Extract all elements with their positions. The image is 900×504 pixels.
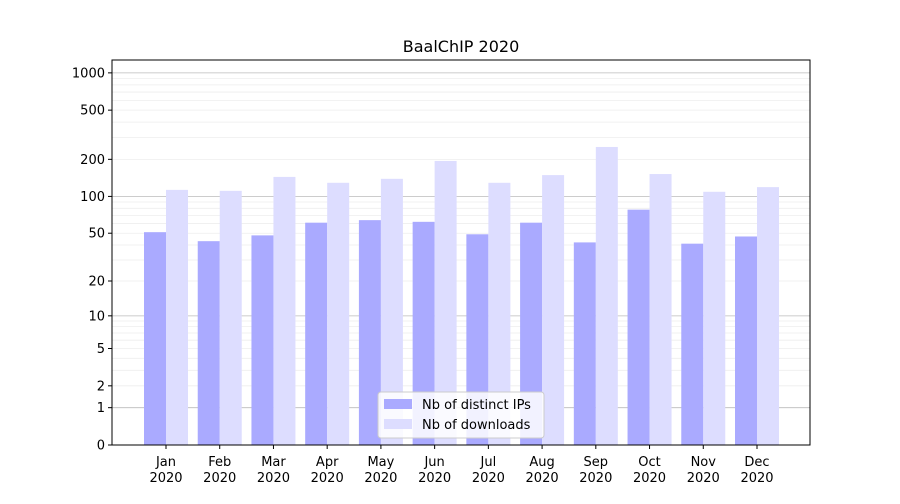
legend: Nb of distinct IPs Nb of downloads [377, 391, 545, 439]
bar-distinct-ips [681, 243, 704, 445]
y-tick-label: 50 [88, 227, 105, 242]
bar-downloads [327, 182, 350, 445]
x-tick-label: Jan 2020 [149, 455, 182, 486]
x-tick-label: Apr 2020 [311, 455, 344, 486]
bar-distinct-ips [305, 222, 328, 445]
bar-distinct-ips [520, 222, 543, 445]
bar-distinct-ips [573, 242, 596, 445]
legend-label: Nb of downloads [422, 418, 531, 433]
y-tick-label: 20 [88, 275, 105, 290]
y-tick-label: 2 [97, 379, 105, 394]
bar-downloads [757, 187, 779, 445]
bar-downloads [542, 175, 565, 445]
bar-downloads [595, 146, 618, 445]
bar-distinct-ips [627, 209, 650, 445]
y-tick-label: 100 [80, 190, 105, 205]
x-tick-label: Aug 2020 [526, 455, 559, 486]
bar-downloads [649, 174, 672, 445]
legend-box [377, 391, 545, 439]
y-tick-label: 5 [97, 342, 105, 357]
bar-downloads [488, 182, 511, 445]
y-tick-label: 1 [97, 401, 105, 416]
legend-swatch [384, 419, 412, 429]
x-tick-label: Mar 2020 [257, 455, 290, 486]
bar-downloads [273, 176, 296, 445]
y-tick-label: 200 [80, 153, 105, 168]
x-tick-label: Feb 2020 [203, 455, 236, 486]
legend-label: Nb of distinct IPs [422, 398, 531, 413]
y-tick-label: 500 [80, 104, 105, 119]
bar-downloads [380, 178, 403, 446]
axes-frame [111, 59, 811, 446]
bar-downloads [434, 160, 457, 446]
bar-distinct-ips [251, 235, 274, 445]
x-tick-label: May 2020 [364, 455, 397, 486]
bar-downloads [703, 191, 726, 445]
chart-title: BaalChIP 2020 [403, 37, 520, 56]
x-tick-label: Jun 2020 [418, 455, 451, 486]
bar-distinct-ips [358, 220, 381, 445]
legend-swatch [384, 399, 412, 409]
bar-distinct-ips [144, 232, 166, 445]
x-tick-label: Dec 2020 [740, 455, 773, 486]
x-tick-label: Sep 2020 [579, 455, 612, 486]
bar-distinct-ips [197, 241, 220, 445]
bar-distinct-ips [412, 221, 435, 445]
x-tick-label: Oct 2020 [633, 455, 666, 486]
bar-downloads [166, 189, 188, 445]
bar-distinct-ips [735, 236, 757, 445]
x-tick-label: Jul 2020 [472, 455, 505, 486]
y-tick-label: 0 [97, 439, 105, 454]
y-tick-label: 10 [88, 309, 105, 324]
bar-downloads [219, 190, 242, 445]
x-tick-label: Nov 2020 [687, 455, 720, 486]
y-tick-label: 1000 [72, 66, 105, 81]
